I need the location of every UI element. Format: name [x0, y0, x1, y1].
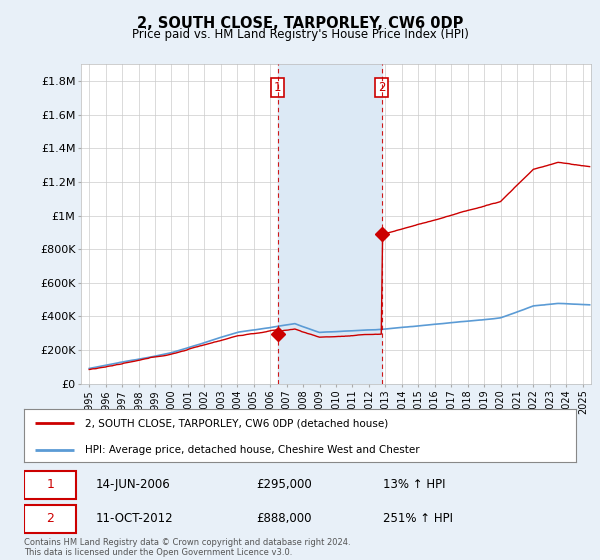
Text: 1: 1 [274, 81, 281, 94]
Text: £888,000: £888,000 [256, 512, 311, 525]
Text: 14-JUN-2006: 14-JUN-2006 [96, 478, 170, 492]
Text: HPI: Average price, detached house, Cheshire West and Chester: HPI: Average price, detached house, Ches… [85, 445, 419, 455]
Text: 2, SOUTH CLOSE, TARPORLEY, CW6 0DP: 2, SOUTH CLOSE, TARPORLEY, CW6 0DP [137, 16, 463, 31]
Text: 11-OCT-2012: 11-OCT-2012 [96, 512, 173, 525]
Text: 1: 1 [47, 478, 55, 492]
Text: Contains HM Land Registry data © Crown copyright and database right 2024.
This d: Contains HM Land Registry data © Crown c… [24, 538, 350, 557]
Bar [278, 64, 382, 384]
Text: 13% ↑ HPI: 13% ↑ HPI [383, 478, 445, 492]
Text: 251% ↑ HPI: 251% ↑ HPI [383, 512, 453, 525]
Text: Price paid vs. HM Land Registry's House Price Index (HPI): Price paid vs. HM Land Registry's House … [131, 28, 469, 41]
Text: £295,000: £295,000 [256, 478, 311, 492]
Text: 2, SOUTH CLOSE, TARPORLEY, CW6 0DP (detached house): 2, SOUTH CLOSE, TARPORLEY, CW6 0DP (deta… [85, 418, 388, 428]
Text: 2: 2 [378, 81, 385, 94]
FancyBboxPatch shape [24, 505, 76, 533]
Text: 2: 2 [47, 512, 55, 525]
FancyBboxPatch shape [24, 471, 76, 499]
